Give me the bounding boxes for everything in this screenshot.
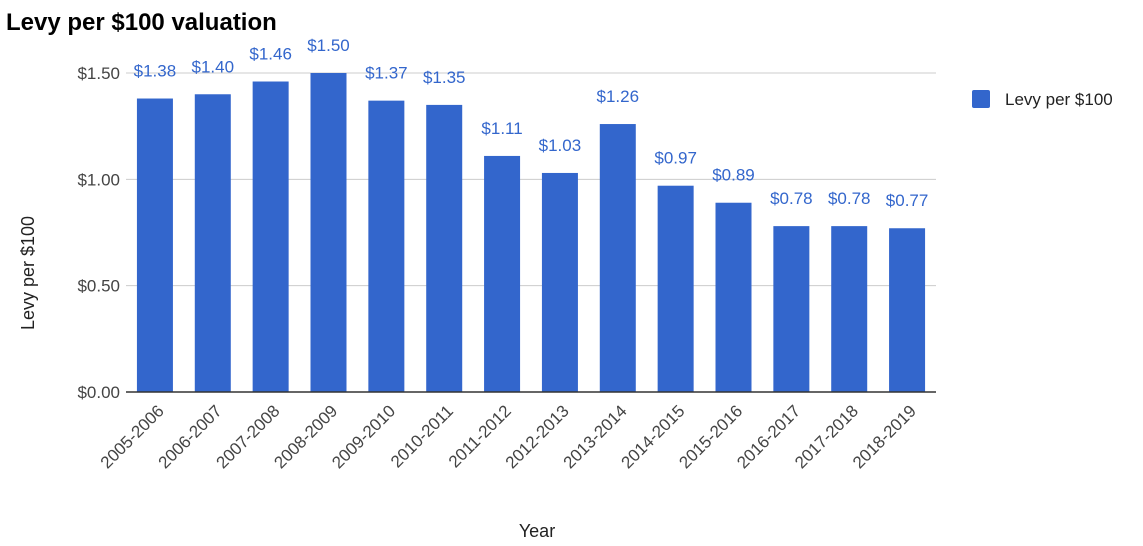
data-label: $1.03 [539,136,582,155]
data-label: $1.46 [249,45,292,64]
bar [194,94,231,393]
bar [484,155,521,392]
bar [657,185,694,392]
x-axis-title: Year [519,521,555,541]
chart-title: Levy per $100 valuation [6,9,277,36]
bar [831,226,868,392]
bar [310,73,347,392]
y-tick-label: $0.50 [77,277,120,296]
y-axis-ticks: $0.00 $0.50 $1.00 $1.50 [77,64,120,402]
x-axis-ticks: 2005-20062006-20072007-20082008-20092009… [97,401,920,472]
data-label: $1.26 [597,87,640,106]
bar [252,81,289,393]
data-label: $1.37 [365,64,408,83]
data-labels: $1.38 $1.40 $1.46 $1.50 $1.37 $1.35 $1.11 $1.03… [134,36,929,210]
y-tick-label: $1.50 [77,64,120,83]
bar [889,228,926,392]
y-axis-title: Levy per $100 [18,216,38,330]
bar [368,100,405,392]
data-label: $1.11 [481,119,522,138]
bar [773,226,810,392]
data-label: $1.50 [307,36,350,55]
data-label: $0.78 [770,189,813,208]
gridlines [126,72,936,287]
data-label: $1.38 [134,62,177,81]
bar [715,202,752,392]
bars [136,73,926,393]
legend: Levy per $100 [972,90,1113,109]
data-label: $1.35 [423,68,466,87]
data-label: $0.77 [886,191,929,210]
data-label: $0.78 [828,189,871,208]
bar [599,124,636,392]
bar [136,98,173,393]
data-label: $0.89 [712,166,755,185]
data-label: $0.97 [654,149,697,168]
data-label: $1.40 [192,57,235,76]
legend-label: Levy per $100 [1005,90,1113,109]
x-tick-label: 2018-2019 [849,401,920,472]
x-tick-label: 2009-2010 [328,401,399,472]
legend-swatch [972,90,990,108]
y-tick-label: $0.00 [77,383,120,402]
y-tick-label: $1.00 [77,170,120,189]
bar [541,172,578,392]
bar [426,104,463,393]
